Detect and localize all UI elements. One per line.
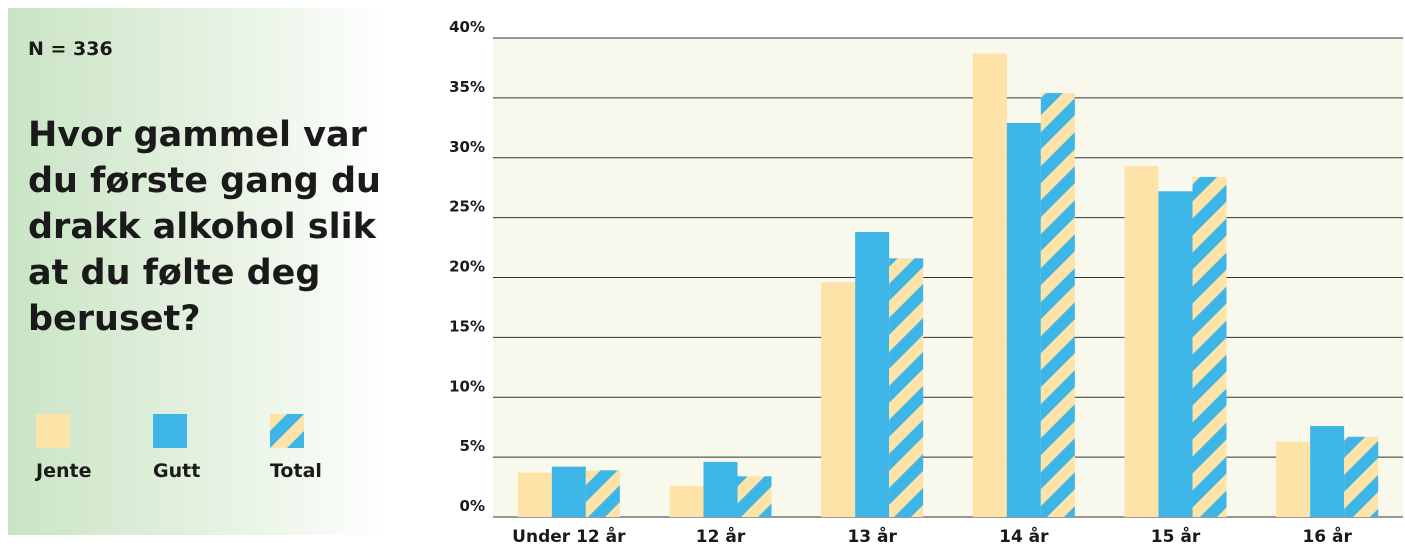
bar bbox=[972, 53, 1007, 517]
legend-item: Total bbox=[270, 414, 380, 482]
bar bbox=[585, 470, 620, 517]
x-tick-label: 15 år bbox=[1151, 525, 1201, 546]
bar bbox=[1192, 176, 1227, 517]
legend-label: Gutt bbox=[153, 460, 201, 482]
bar bbox=[1124, 166, 1159, 517]
bar bbox=[889, 258, 924, 517]
legend-label: Jente bbox=[36, 460, 92, 482]
y-tick-label: 15% bbox=[449, 317, 485, 335]
y-tick-label: 30% bbox=[449, 138, 485, 156]
chart-title: Hvor gammel var du første gang du drakk … bbox=[28, 115, 381, 339]
legend-item: Gutt bbox=[153, 414, 263, 482]
legend-item: Jente bbox=[36, 414, 146, 482]
bar bbox=[1344, 436, 1379, 517]
y-tick-label: 25% bbox=[449, 198, 485, 216]
legend-swatch bbox=[36, 414, 70, 448]
bar bbox=[1310, 425, 1345, 517]
legend-swatch bbox=[153, 414, 187, 448]
y-tick-label: 0% bbox=[460, 497, 485, 515]
bar bbox=[551, 466, 586, 517]
y-tick-label: 5% bbox=[460, 437, 485, 455]
bar bbox=[669, 485, 704, 517]
x-tick-label: 16 år bbox=[1302, 525, 1352, 546]
y-tick-label: 10% bbox=[449, 377, 485, 395]
bar bbox=[737, 476, 772, 517]
x-tick-label: 12 år bbox=[696, 525, 746, 546]
bar bbox=[517, 472, 552, 517]
bar bbox=[1006, 123, 1041, 518]
y-tick-label: 20% bbox=[449, 258, 485, 276]
y-tick-label: 35% bbox=[449, 78, 485, 96]
x-tick-label: 14 år bbox=[999, 525, 1049, 546]
sample-size: N = 336 bbox=[28, 38, 113, 60]
bar bbox=[821, 282, 856, 517]
bar bbox=[1158, 191, 1193, 517]
x-tick-label: Under 12 år bbox=[512, 525, 626, 546]
legend-label: Total bbox=[270, 460, 322, 482]
info-panel bbox=[8, 8, 390, 535]
bar bbox=[1276, 441, 1311, 517]
bar bbox=[855, 231, 890, 517]
plot-background bbox=[493, 38, 1403, 517]
x-tick-label: 13 år bbox=[847, 525, 897, 546]
legend-swatch bbox=[270, 414, 304, 448]
bar bbox=[1040, 93, 1075, 518]
y-tick-label: 40% bbox=[449, 18, 485, 36]
bar bbox=[703, 461, 738, 517]
